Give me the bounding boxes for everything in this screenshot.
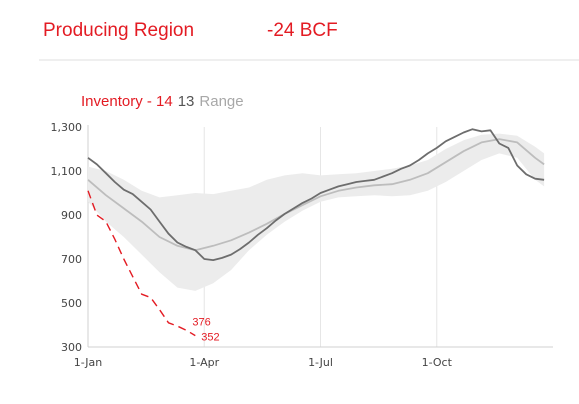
data-label-376: 376 [192,316,210,328]
header-bar: Producing Region -24 BCF [0,0,579,62]
chart-legend: Inventory - 14 13 Range [81,93,249,110]
y-tick-label-1300: 1,300 [51,121,83,134]
x-tick-label-1-jan: 1-Jan [74,356,103,369]
range-band [88,133,545,291]
legend-item-range: Range [199,93,244,110]
x-tick-label-1-jul: 1-Jul [308,356,333,369]
legend-item-13: 13 [177,93,195,110]
y-tick-label-300: 300 [61,341,82,354]
y-tick-label-500: 500 [61,297,82,310]
series-line-avg [87,138,545,252]
y-tick-label-900: 900 [61,209,82,222]
x-tick-label-1-apr: 1-Apr [189,356,219,369]
legend-item-inventory-14: Inventory - 14 [81,93,173,110]
region-change-value: -24 BCF [267,20,338,41]
x-tick-label-1-oct: 1-Oct [422,356,453,369]
header-divider [39,59,579,61]
series-line-13 [87,128,545,261]
region-title: Producing Region [43,20,195,41]
data-label-352: 352 [201,332,219,344]
series-line-14 [87,190,196,337]
y-tick-label-1100: 1,100 [51,165,83,178]
y-tick-label-700: 700 [61,253,82,266]
